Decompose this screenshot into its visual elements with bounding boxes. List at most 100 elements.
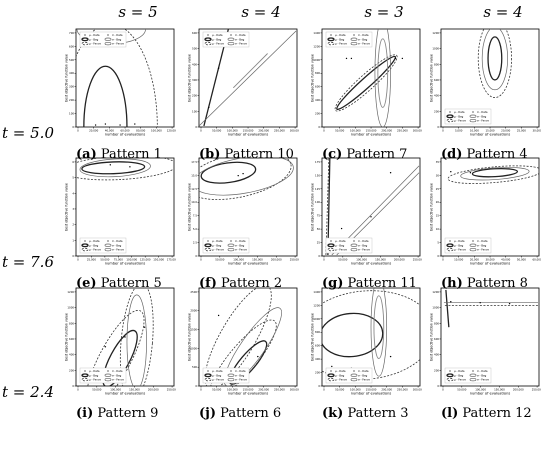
mu-bag-ellipse — [336, 55, 397, 111]
legend-swatch — [230, 240, 232, 242]
y-tick-label: 1000 — [432, 47, 439, 51]
caption-title: Pattern 9 — [97, 406, 159, 421]
x-tick-label: 100,000 — [350, 129, 361, 133]
plot-content — [76, 158, 174, 181]
x-tick-label: 200,000 — [513, 388, 524, 392]
y-tick-label: 75 — [317, 214, 321, 218]
y-axis-label: best objective function value — [430, 54, 434, 102]
x-tick-label: 100,000 — [227, 388, 238, 392]
data-point — [508, 302, 511, 305]
x-tick-label: 50,000 — [212, 129, 221, 133]
x-tick-label: 0 — [442, 129, 444, 133]
y-tick-label: 600 — [434, 78, 439, 82]
legend-label: σ - Data — [358, 33, 369, 37]
legend-label: σ - Data — [235, 369, 246, 373]
y-tick-label: 0 — [318, 384, 320, 388]
legend-label: σ - Fence — [358, 42, 370, 46]
legend-box — [325, 237, 373, 254]
y-tick-label: 1000 — [67, 306, 74, 310]
y-axis-label: best objective function value — [430, 313, 434, 361]
plot-content — [204, 288, 282, 386]
x-tick-label: 50,000 — [212, 388, 221, 392]
caption-letter: (h) — [441, 276, 463, 291]
legend-label: μ - Data — [454, 239, 465, 243]
legend-label: σ - Fence — [358, 378, 370, 382]
y-tick-label: 800 — [434, 321, 439, 325]
mu-fence-ellipse — [76, 158, 174, 181]
x-tick-label: 50,000 — [100, 258, 109, 262]
legend-swatch — [227, 37, 235, 42]
legend-swatch — [230, 370, 232, 372]
data-point — [104, 123, 107, 125]
caption-title: Pattern 12 — [462, 406, 532, 421]
caption-letter: (c) — [322, 147, 343, 162]
legend-label: μ - Fence — [89, 42, 101, 46]
legend: μ - Data σ - Data μ - Bag σ - Bag μ - Fence σ… — [444, 237, 492, 254]
sigma-fence-ellipse — [374, 29, 391, 127]
legend-swatch — [330, 370, 332, 372]
x-tick-label: 150,000 — [243, 129, 254, 133]
mu-bag-ellipse — [471, 167, 519, 178]
y-axis-label: best objective function value — [65, 183, 69, 231]
x-axis-label: number of evaluations — [105, 262, 146, 266]
x-tick-label: 150,000 — [366, 388, 377, 392]
legend-swatch — [327, 243, 335, 248]
x-tick-label: 100,000 — [233, 258, 244, 262]
plot-content — [443, 289, 539, 328]
legend-label: μ - Fence — [335, 42, 347, 46]
sigma-bag-ellipse — [460, 166, 530, 181]
panel-a: 0 100 200 300 400 500 600 700 0 20,000 40,000 60,00… — [64, 27, 176, 139]
legend-label: σ - Fence — [477, 119, 489, 123]
plot-content — [447, 165, 539, 184]
mu-bag-ellipse — [102, 329, 138, 386]
y-tick-label: 7.5 — [193, 214, 197, 218]
legend-label: μ - Data — [335, 239, 346, 243]
legend-swatch — [230, 34, 232, 36]
legend-swatch — [104, 243, 112, 248]
legend-label: σ - Bag — [112, 37, 122, 41]
x-tick-label: 250,000 — [274, 388, 285, 392]
legend-swatch — [350, 373, 358, 378]
sigma-bag-ellipse — [199, 158, 294, 196]
plot-content — [477, 29, 512, 98]
panel-d: 0 200 400 600 800 1000 1200 0 5,000 10,000 15,000 2… — [429, 27, 541, 139]
data-point — [94, 124, 97, 126]
x-tick-label: 60,000 — [533, 258, 541, 262]
legend-swatch — [81, 377, 89, 382]
x-tick-label: 250,000 — [397, 388, 408, 392]
x-tick-label: 100,000 — [227, 129, 238, 133]
x-axis-label: number of evaluations — [351, 392, 392, 396]
x-tick-label: 200,000 — [258, 388, 269, 392]
y-tick-label: 25 — [317, 241, 321, 245]
legend-swatch — [449, 111, 451, 113]
x-tick-label: 25,000 — [87, 258, 96, 262]
caption-title: Pattern 4 — [466, 147, 528, 162]
x-axis-label: number of evaluations — [228, 133, 269, 137]
caption-title: Pattern 2 — [221, 276, 283, 291]
y-tick-label: 400 — [434, 94, 439, 98]
y-tick-label: 0 — [72, 384, 74, 388]
panel-e: 0 1 2 3 4 5 6 0 25,000 50,000 75,000 100,000 125,000… — [64, 156, 176, 268]
panel-f: 0 2.5 5.0 7.5 10.0 12.5 15.0 17.5 0 50,000 100,000… — [187, 156, 299, 268]
legend-swatch — [350, 37, 358, 42]
legend-label: μ - Bag — [89, 373, 99, 377]
y-tick-label: 0 — [195, 125, 197, 129]
y-tick-label: 400 — [192, 62, 197, 66]
caption-letter: (a) — [76, 147, 97, 162]
legend-swatch — [104, 247, 112, 252]
y-tick-label: 35 — [436, 160, 440, 164]
legend-label: μ - Fence — [89, 248, 101, 252]
legend-swatch — [327, 373, 335, 378]
panel-b: 0 100 200 300 400 500 600 0 50,000 100,000 150,000… — [187, 27, 299, 139]
y-tick-label: 300 — [192, 78, 197, 82]
mu-bag-ellipse — [81, 161, 146, 175]
y-tick-label: 25 — [436, 187, 440, 191]
legend-label: σ - Bag — [112, 243, 122, 247]
y-tick-label: 600 — [315, 85, 320, 89]
y-tick-label: 500 — [192, 47, 197, 51]
x-tick-label: 125,000 — [140, 258, 151, 262]
legend-swatch — [446, 114, 454, 119]
legend-label: μ - Fence — [335, 378, 347, 382]
legend: μ - Data σ - Data μ - Bag σ - Bag μ - Fence σ… — [325, 31, 373, 48]
mu-bag-ellipse — [487, 36, 503, 81]
